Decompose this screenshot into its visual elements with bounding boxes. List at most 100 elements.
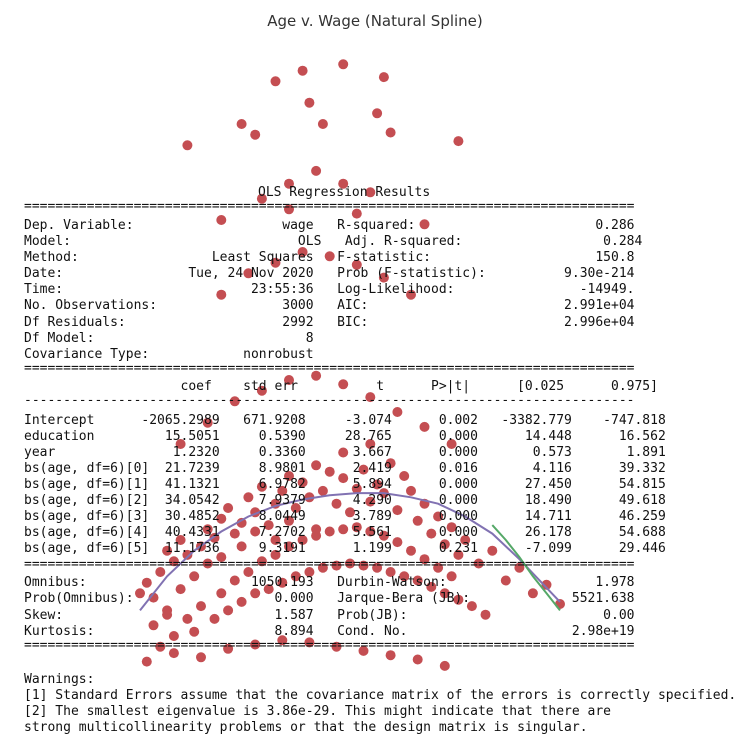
scatter-point bbox=[216, 552, 227, 563]
scatter-points bbox=[135, 59, 565, 671]
scatter-point bbox=[317, 119, 328, 129]
coef-row: education 15.5051 0.5390 28.765 0.000 14… bbox=[24, 429, 666, 444]
scatter-point bbox=[412, 575, 423, 586]
scatter-point bbox=[284, 515, 294, 526]
scatter-point bbox=[412, 515, 423, 526]
spline-fit-line bbox=[491, 524, 561, 612]
scatter-point bbox=[243, 492, 254, 503]
warning-line: strong multicollinearity problems or tha… bbox=[24, 720, 588, 735]
scatter-point bbox=[290, 571, 301, 582]
diag-line: Omnibus: 1050.193 Durbin-Watson: 1.978 bbox=[24, 575, 634, 590]
chart-title: Age v. Wage (Natural Spline) bbox=[267, 12, 483, 30]
scatter-point bbox=[351, 522, 362, 533]
scatter-point bbox=[433, 562, 444, 573]
scatter-point bbox=[358, 645, 369, 656]
scatter-point bbox=[399, 571, 410, 582]
scatter-point bbox=[466, 601, 477, 612]
scatter-point bbox=[223, 643, 234, 654]
scatter-point bbox=[256, 556, 267, 567]
scatter-point bbox=[297, 477, 308, 488]
scatter-point bbox=[514, 562, 525, 573]
scatter-point bbox=[263, 584, 274, 595]
scatter-point bbox=[419, 554, 430, 565]
info-line: Dep. Variable: wage R-squared: 0.286 bbox=[24, 218, 634, 233]
scatter-point bbox=[385, 567, 396, 577]
scatter-point bbox=[270, 257, 281, 268]
scatter-point bbox=[392, 407, 403, 417]
scatter-point bbox=[256, 481, 267, 492]
scatter-point bbox=[345, 558, 355, 569]
scatter-point bbox=[236, 596, 247, 607]
scatter-point bbox=[223, 605, 234, 616]
scatter-point bbox=[256, 193, 267, 204]
scatter-point bbox=[243, 268, 254, 279]
scatter-point bbox=[473, 558, 484, 569]
scatter-point bbox=[168, 556, 179, 567]
scatter-point bbox=[317, 485, 328, 496]
coef-row: bs(age, df=6)[4] 40.4331 7.2702 5.561 0.… bbox=[24, 525, 666, 540]
scatter-point bbox=[433, 511, 444, 522]
scatter-point bbox=[162, 609, 173, 620]
scatter-point bbox=[155, 641, 166, 652]
scatter-point bbox=[460, 535, 471, 545]
scatter-point bbox=[229, 528, 240, 539]
scatter-point bbox=[202, 558, 213, 569]
scatter-point bbox=[345, 507, 355, 518]
diag-line: Prob(Omnibus): 0.000 Jarque-Bera (JB): 5… bbox=[24, 591, 634, 606]
coef-header: coef std err t P>|t| [0.025 0.975] bbox=[24, 379, 658, 394]
scatter-point bbox=[311, 530, 322, 541]
scatter-point bbox=[446, 439, 457, 449]
scatter-point bbox=[385, 127, 396, 138]
info-line: Time: 23:55:36 Log-Likelihood: -14949. bbox=[24, 282, 634, 297]
scatter-point bbox=[439, 588, 450, 599]
scatter-point bbox=[155, 567, 166, 577]
scatter-point bbox=[453, 594, 464, 605]
scatter-point bbox=[446, 522, 457, 533]
scatter-point bbox=[196, 652, 206, 663]
scatter-point bbox=[162, 545, 173, 556]
scatter-point bbox=[229, 396, 240, 407]
scatter-point bbox=[419, 219, 430, 230]
coef-row: bs(age, df=6)[5] 11.1736 9.3191 1.199 0.… bbox=[24, 541, 666, 556]
scatter-point bbox=[216, 588, 227, 599]
info-line: Df Residuals: 2992 BIC: 2.996e+04 bbox=[24, 315, 635, 330]
scatter-point bbox=[284, 178, 294, 189]
scatter-point bbox=[216, 513, 227, 524]
scatter-point bbox=[338, 447, 349, 458]
scatter-point bbox=[358, 464, 369, 475]
scatter-point bbox=[189, 626, 200, 637]
scatter-point bbox=[406, 289, 416, 300]
scatter-point bbox=[250, 639, 261, 650]
warning-line: [2] The smallest eigenvalue is 3.86e-29.… bbox=[24, 704, 611, 719]
scatter-point bbox=[351, 483, 362, 494]
summary-heading: OLS Regression Results bbox=[258, 185, 430, 200]
scatter-point bbox=[338, 59, 349, 70]
scatter-point bbox=[351, 259, 362, 270]
scatter-point bbox=[351, 208, 362, 219]
scatter-point bbox=[324, 251, 335, 262]
scatter-point bbox=[331, 641, 342, 652]
scatter-point bbox=[439, 660, 450, 671]
scatter-point bbox=[324, 466, 335, 477]
scatter-point bbox=[168, 631, 179, 641]
scatter-point bbox=[182, 613, 193, 624]
scatter-point bbox=[229, 575, 240, 586]
scatter-point bbox=[392, 505, 403, 516]
scatter-point bbox=[399, 471, 410, 481]
scatter-point bbox=[338, 379, 349, 390]
scatter-point bbox=[284, 471, 294, 481]
scatter-point bbox=[202, 417, 213, 428]
scatter-point bbox=[284, 204, 294, 215]
scatter-point bbox=[372, 108, 383, 119]
scatter-point bbox=[196, 601, 206, 612]
scatter-point bbox=[277, 635, 288, 646]
scatter-point bbox=[365, 187, 376, 198]
scatter-point bbox=[141, 577, 152, 588]
scatter-point bbox=[311, 165, 322, 176]
scatter-point bbox=[426, 581, 437, 592]
spline-fit-line bbox=[139, 492, 561, 612]
scatter-point bbox=[406, 485, 416, 496]
scatter-point bbox=[277, 485, 288, 496]
spline-fit-lines bbox=[139, 492, 561, 612]
